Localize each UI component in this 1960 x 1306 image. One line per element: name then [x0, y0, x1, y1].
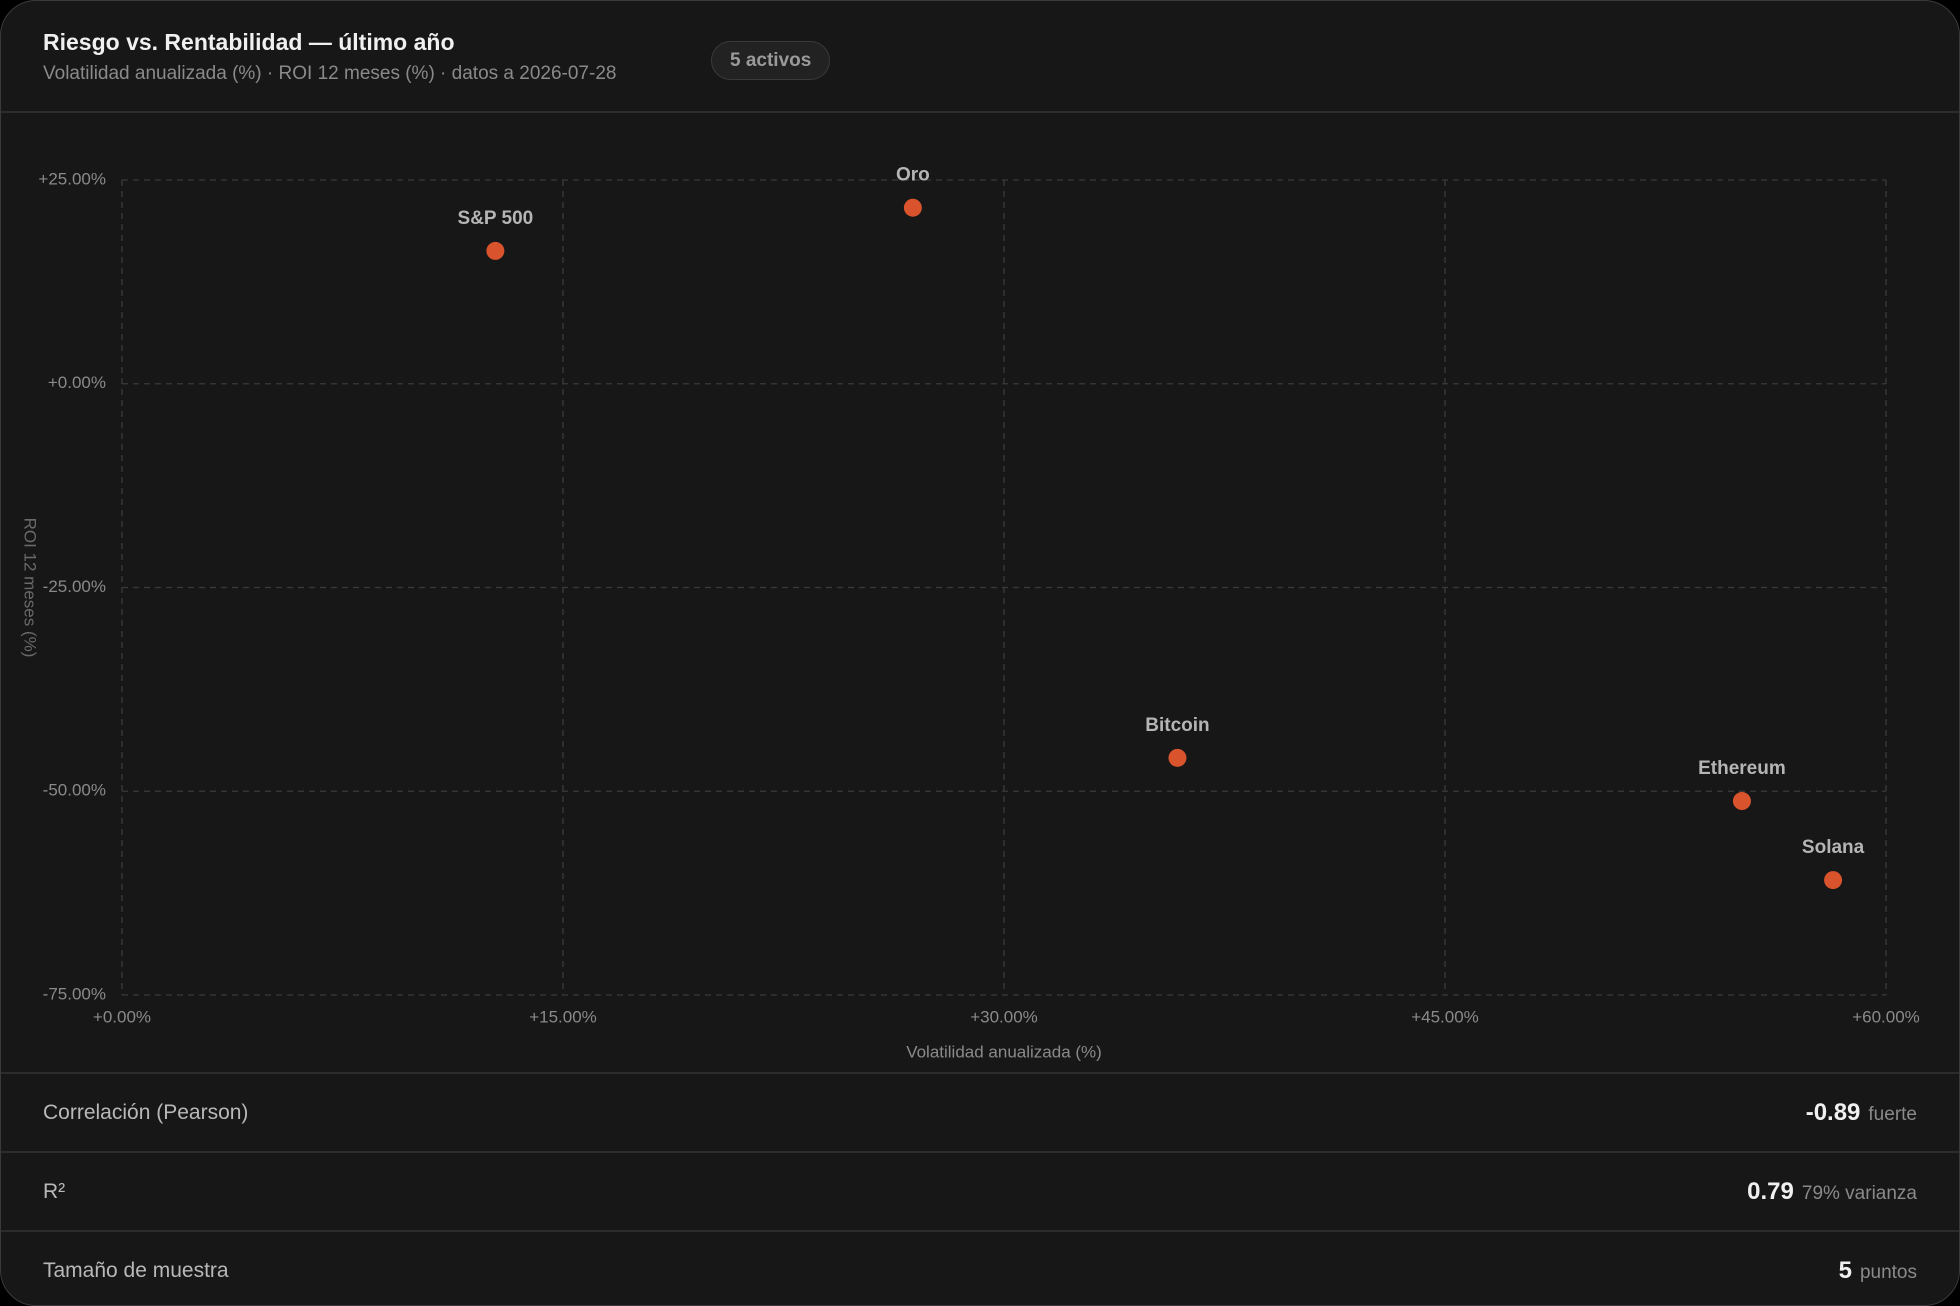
y-tick-label: -50.00%: [43, 781, 106, 800]
stat-row: R² 0.79 79% varianza: [1, 1151, 1959, 1231]
point-label: Solana: [1802, 837, 1865, 858]
stat-value: 0.79 79% varianza: [1747, 1153, 1917, 1233]
x-tick-label: +60.00%: [1852, 1007, 1920, 1026]
stat-label: R²: [43, 1180, 66, 1203]
point-label: Bitcoin: [1145, 715, 1209, 736]
stat-row: Correlación (Pearson) -0.89 fuerte: [1, 1072, 1959, 1152]
header: Riesgo vs. Rentabilidad — último año Vol…: [1, 1, 1959, 113]
y-axis-title: ROI 12 meses (%): [21, 518, 40, 658]
point: [903, 198, 922, 217]
chart: -75.00% -50.00% -25.00% +0.00% +25.00% +0.00%…: [21, 165, 1920, 1062]
x-tick-label: +0.00%: [93, 1007, 151, 1026]
x-axis-title: Volatilidad anualizada (%): [906, 1042, 1102, 1061]
stat-row: Tamaño de muestra 5 puntos: [1, 1230, 1959, 1305]
point: [1168, 748, 1187, 767]
x-tick-label: +30.00%: [970, 1007, 1038, 1026]
stat-note: fuerte: [1868, 1104, 1917, 1125]
x-tick-label: +45.00%: [1411, 1007, 1479, 1026]
stat-number: 0.79: [1747, 1178, 1794, 1205]
stat-label: Correlación (Pearson): [43, 1101, 249, 1124]
y-tick-label: -25.00%: [43, 577, 106, 596]
point: [1732, 792, 1751, 811]
chart-title: Riesgo vs. Rentabilidad — último año: [43, 29, 455, 55]
stat-value: -0.89 fuerte: [1806, 1074, 1917, 1154]
stat-number: 5: [1838, 1257, 1852, 1284]
stat-note: puntos: [1859, 1262, 1917, 1283]
stat-value: 5 puntos: [1838, 1232, 1917, 1305]
point-label: S&P 500: [458, 208, 534, 229]
y-tick-label: -75.00%: [43, 984, 106, 1003]
stat-label: Tamaño de muestra: [43, 1259, 229, 1282]
x-tick-label: +15.00%: [529, 1007, 597, 1026]
y-tick-label: +0.00%: [48, 373, 106, 392]
point-label: Ethereum: [1698, 758, 1786, 779]
point: [486, 241, 505, 260]
stat-number: -0.89: [1805, 1099, 1861, 1126]
y-tick-label: +25.00%: [38, 169, 106, 188]
chart-subtitle: Volatilidad anualizada (%) · ROI 12 mese…: [43, 63, 617, 84]
badge: 5 activos: [711, 41, 831, 80]
stat-note: 79% varianza: [1801, 1183, 1917, 1204]
point: [1824, 871, 1843, 890]
point-label: Oro: [896, 165, 930, 186]
